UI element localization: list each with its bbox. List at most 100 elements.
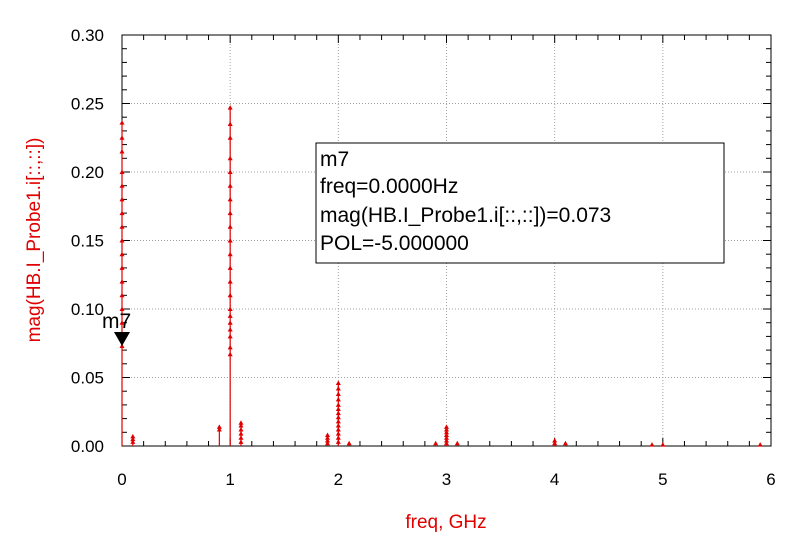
data-point [119, 306, 125, 311]
data-point [130, 439, 136, 444]
data-point [227, 135, 233, 140]
data-point [335, 418, 341, 424]
readout-line-freq: freq=0.0000Hz [320, 175, 458, 198]
data-point [227, 292, 233, 298]
data-point [444, 435, 449, 440]
data-point [335, 435, 341, 440]
data-point [119, 135, 125, 140]
data-point [335, 385, 341, 391]
stem [757, 442, 763, 447]
data-point [238, 422, 244, 428]
data-point [227, 351, 233, 357]
data-stems [119, 105, 763, 447]
stem [649, 442, 655, 447]
stem [660, 442, 666, 447]
stem [444, 424, 449, 446]
stem [454, 440, 460, 446]
data-point [119, 210, 125, 216]
data-point [325, 440, 331, 446]
stem [335, 380, 341, 446]
data-point [335, 414, 341, 420]
data-point [119, 251, 125, 257]
data-point [227, 224, 233, 229]
data-point [238, 435, 244, 440]
x-tick-label: 3 [442, 470, 451, 489]
data-point [444, 440, 449, 446]
data-point [335, 380, 341, 385]
data-point [335, 406, 341, 412]
data-point [335, 439, 341, 444]
x-tick-label: 1 [225, 470, 234, 489]
data-point [552, 440, 558, 446]
data-point [119, 292, 125, 298]
data-point [238, 439, 244, 444]
y-tick-label: 0.30 [71, 26, 104, 45]
y-tick-label: 0.10 [71, 300, 104, 319]
data-point [335, 427, 341, 432]
data-point [335, 410, 341, 416]
data-point [335, 422, 341, 428]
marker-readout-box[interactable]: m7 freq=0.0000Hz mag(HB.I_Probe1.i[::,::… [315, 142, 725, 264]
data-point [227, 306, 233, 311]
data-point [325, 435, 331, 440]
marker-label: m7 [102, 310, 131, 333]
x-tick-label: 4 [550, 470, 559, 489]
readout-line-mag: mag(HB.I_Probe1.i[::,::])=0.073 [320, 204, 611, 227]
stem [552, 438, 558, 446]
data-point [227, 105, 233, 110]
data-point [227, 210, 233, 216]
marker-m7[interactable]: m7 [102, 310, 131, 346]
readout-frame [315, 142, 725, 264]
data-point [227, 265, 233, 270]
stem [325, 432, 331, 446]
x-tick-label: 2 [334, 470, 343, 489]
data-point [238, 427, 244, 432]
data-point [119, 265, 125, 270]
data-point [552, 438, 558, 443]
data-point [444, 424, 449, 429]
stem [433, 440, 439, 446]
data-point [119, 238, 125, 243]
data-point [433, 440, 439, 446]
y-tick-label: 0.20 [71, 163, 104, 182]
data-point [444, 432, 449, 438]
data-point [238, 420, 244, 425]
y-tick-labels: 0.00 0.05 0.10 0.15 0.20 0.25 0.30 [71, 26, 104, 456]
x-tick-label: 5 [658, 470, 667, 489]
data-point [227, 155, 233, 161]
data-point [335, 402, 341, 407]
readout-line-name: m7 [320, 148, 349, 171]
data-point [227, 121, 233, 127]
data-point [227, 320, 233, 325]
data-point [227, 327, 233, 332]
stem [216, 424, 222, 446]
data-point [227, 344, 233, 350]
data-point [119, 320, 125, 325]
marker-arrow-icon[interactable] [114, 331, 130, 346]
data-point [757, 442, 763, 447]
data-point [238, 431, 244, 436]
data-point [119, 148, 125, 154]
y-tick-label: 0.00 [71, 437, 104, 456]
data-point [227, 183, 233, 188]
stem [227, 105, 233, 446]
data-point [227, 251, 233, 257]
data-point [227, 169, 233, 174]
data-point [444, 429, 449, 435]
data-point [444, 438, 449, 443]
data-point [444, 427, 449, 432]
data-point [119, 196, 125, 202]
x-axis-title: freq, GHz [405, 512, 486, 533]
data-point [216, 424, 222, 429]
stem [238, 420, 244, 446]
data-point [130, 433, 136, 439]
data-point [119, 224, 125, 229]
data-point [130, 436, 136, 442]
stem [119, 120, 125, 446]
data-point [562, 440, 568, 446]
data-point [119, 169, 125, 174]
data-point [119, 120, 125, 125]
stem [130, 433, 136, 446]
data-point [335, 431, 341, 436]
